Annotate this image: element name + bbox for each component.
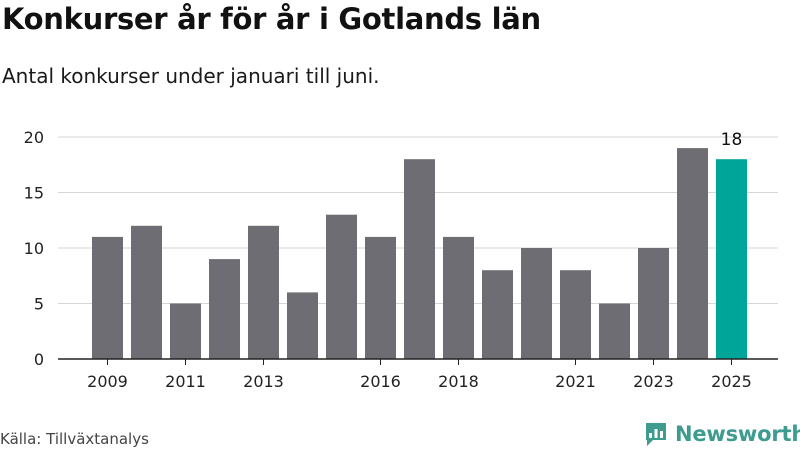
chart-title: Konkurser år för år i Gotlands län — [2, 2, 541, 36]
bar — [209, 259, 240, 359]
y-tick-label: 5 — [34, 295, 44, 314]
y-tick-label: 15 — [24, 184, 44, 203]
bar — [638, 248, 669, 359]
x-tick-label: 2021 — [555, 372, 596, 391]
chart-subtitle: Antal konkurser under januari till juni. — [2, 64, 380, 88]
brand-logo: Newsworthy — [644, 420, 800, 448]
brand-name: Newsworthy — [675, 422, 800, 446]
bar — [131, 225, 162, 359]
bar — [482, 270, 513, 359]
x-tick-label: 2023 — [633, 372, 674, 391]
bar — [599, 303, 630, 359]
bar — [404, 159, 435, 359]
bar — [560, 270, 591, 359]
bar — [443, 236, 474, 359]
x-tick-label: 2016 — [360, 372, 401, 391]
x-tick-label: 2011 — [165, 372, 206, 391]
source-note: Källa: Tillväxtanalys — [0, 430, 149, 448]
x-tick-label: 2025 — [711, 372, 752, 391]
bar — [248, 225, 279, 359]
bar — [92, 236, 123, 359]
y-tick-label: 10 — [24, 239, 44, 258]
data-label: 18 — [721, 130, 743, 150]
bar — [287, 292, 318, 359]
x-tick-label: 2013 — [243, 372, 284, 391]
newsworthy-logo-icon — [646, 423, 666, 446]
bar — [365, 236, 396, 359]
bar — [170, 303, 201, 359]
bar-highlight — [716, 159, 747, 359]
x-tick-label: 2018 — [438, 372, 479, 391]
y-tick-label: 0 — [34, 350, 44, 369]
bar — [677, 148, 708, 359]
x-tick-label: 2009 — [87, 372, 128, 391]
y-tick-label: 20 — [24, 128, 44, 147]
bar — [326, 214, 357, 359]
bar — [521, 248, 552, 359]
